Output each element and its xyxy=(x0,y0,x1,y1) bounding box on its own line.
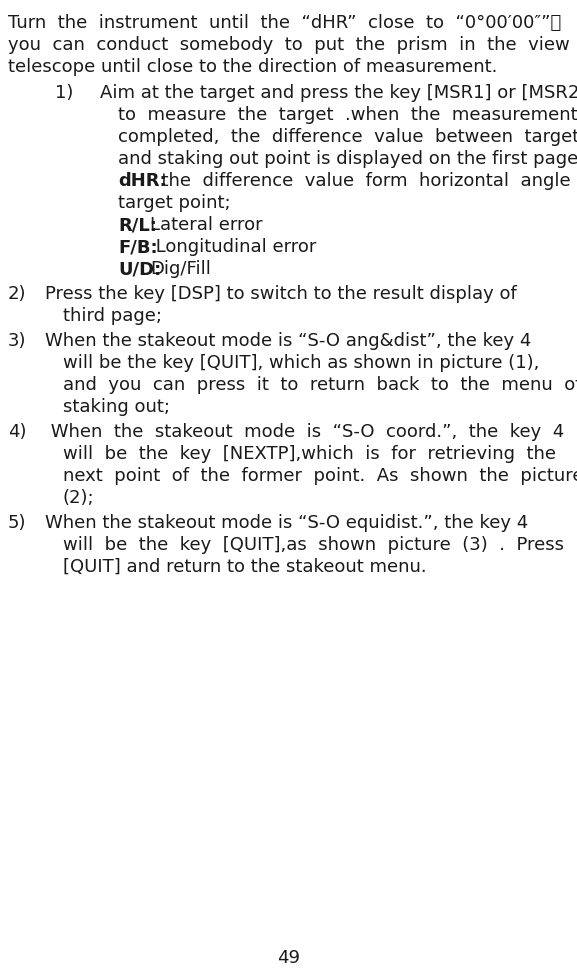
Text: [QUIT] and return to the stakeout menu.: [QUIT] and return to the stakeout menu. xyxy=(63,558,426,576)
Text: 4): 4) xyxy=(8,423,27,441)
Text: When  the  stakeout  mode  is  “S-O  coord.”,  the  key  4: When the stakeout mode is “S-O coord.”, … xyxy=(45,423,564,441)
Text: 1): 1) xyxy=(55,84,73,102)
Text: Turn  the  instrument  until  the  “dHR”  close  to  “0°00′00″”，   and: Turn the instrument until the “dHR” clos… xyxy=(8,14,577,32)
Text: will  be  the  key  [NEXTP],which  is  for  retrieving  the: will be the key [NEXTP],which is for ret… xyxy=(63,445,556,463)
Text: 3): 3) xyxy=(8,332,27,350)
Text: 2): 2) xyxy=(8,285,27,303)
Text: third page;: third page; xyxy=(63,307,162,325)
Text: next  point  of  the  former  point.  As  shown  the  picture: next point of the former point. As shown… xyxy=(63,467,577,485)
Text: will  be  the  key  [QUIT],as  shown  picture  (3)  .  Press: will be the key [QUIT],as shown picture … xyxy=(63,536,564,554)
Text: to  measure  the  target  .when  the  measurement  is: to measure the target .when the measurem… xyxy=(118,106,577,124)
Text: dHR:: dHR: xyxy=(118,172,167,190)
Text: completed,  the  difference  value  between  target  point: completed, the difference value between … xyxy=(118,128,577,146)
Text: R/L:: R/L: xyxy=(118,216,157,234)
Text: 49: 49 xyxy=(277,949,300,967)
Text: will be the key [QUIT], which as shown in picture (1),: will be the key [QUIT], which as shown i… xyxy=(63,354,539,372)
Text: (2);: (2); xyxy=(63,489,95,507)
Text: telescope until close to the direction of measurement.: telescope until close to the direction o… xyxy=(8,58,497,76)
Text: and staking out point is displayed on the first page.: and staking out point is displayed on th… xyxy=(118,150,577,168)
Text: When the stakeout mode is “S-O ang&dist”, the key 4: When the stakeout mode is “S-O ang&dist”… xyxy=(45,332,531,350)
Text: F/B:: F/B: xyxy=(118,238,158,256)
Text: you  can  conduct  somebody  to  put  the  prism  in  the  view  of: you can conduct somebody to put the pris… xyxy=(8,36,577,54)
Text: the  difference  value  form  horizontal  angle  to: the difference value form horizontal ang… xyxy=(150,172,577,190)
Text: When the stakeout mode is “S-O equidist.”, the key 4: When the stakeout mode is “S-O equidist.… xyxy=(45,514,529,532)
Text: and  you  can  press  it  to  return  back  to  the  menu  of: and you can press it to return back to t… xyxy=(63,376,577,394)
Text: Aim at the target and press the key [MSR1] or [MSR2]: Aim at the target and press the key [MSR… xyxy=(100,84,577,102)
Text: Press the key [DSP] to switch to the result display of: Press the key [DSP] to switch to the res… xyxy=(45,285,517,303)
Text: Longitudinal error: Longitudinal error xyxy=(150,238,317,256)
Text: staking out;: staking out; xyxy=(63,398,170,416)
Text: Dig/Fill: Dig/Fill xyxy=(150,260,211,278)
Text: Lateral error: Lateral error xyxy=(150,216,263,234)
Text: target point;: target point; xyxy=(118,194,231,212)
Text: 5): 5) xyxy=(8,514,27,532)
Text: U/D:: U/D: xyxy=(118,260,161,278)
